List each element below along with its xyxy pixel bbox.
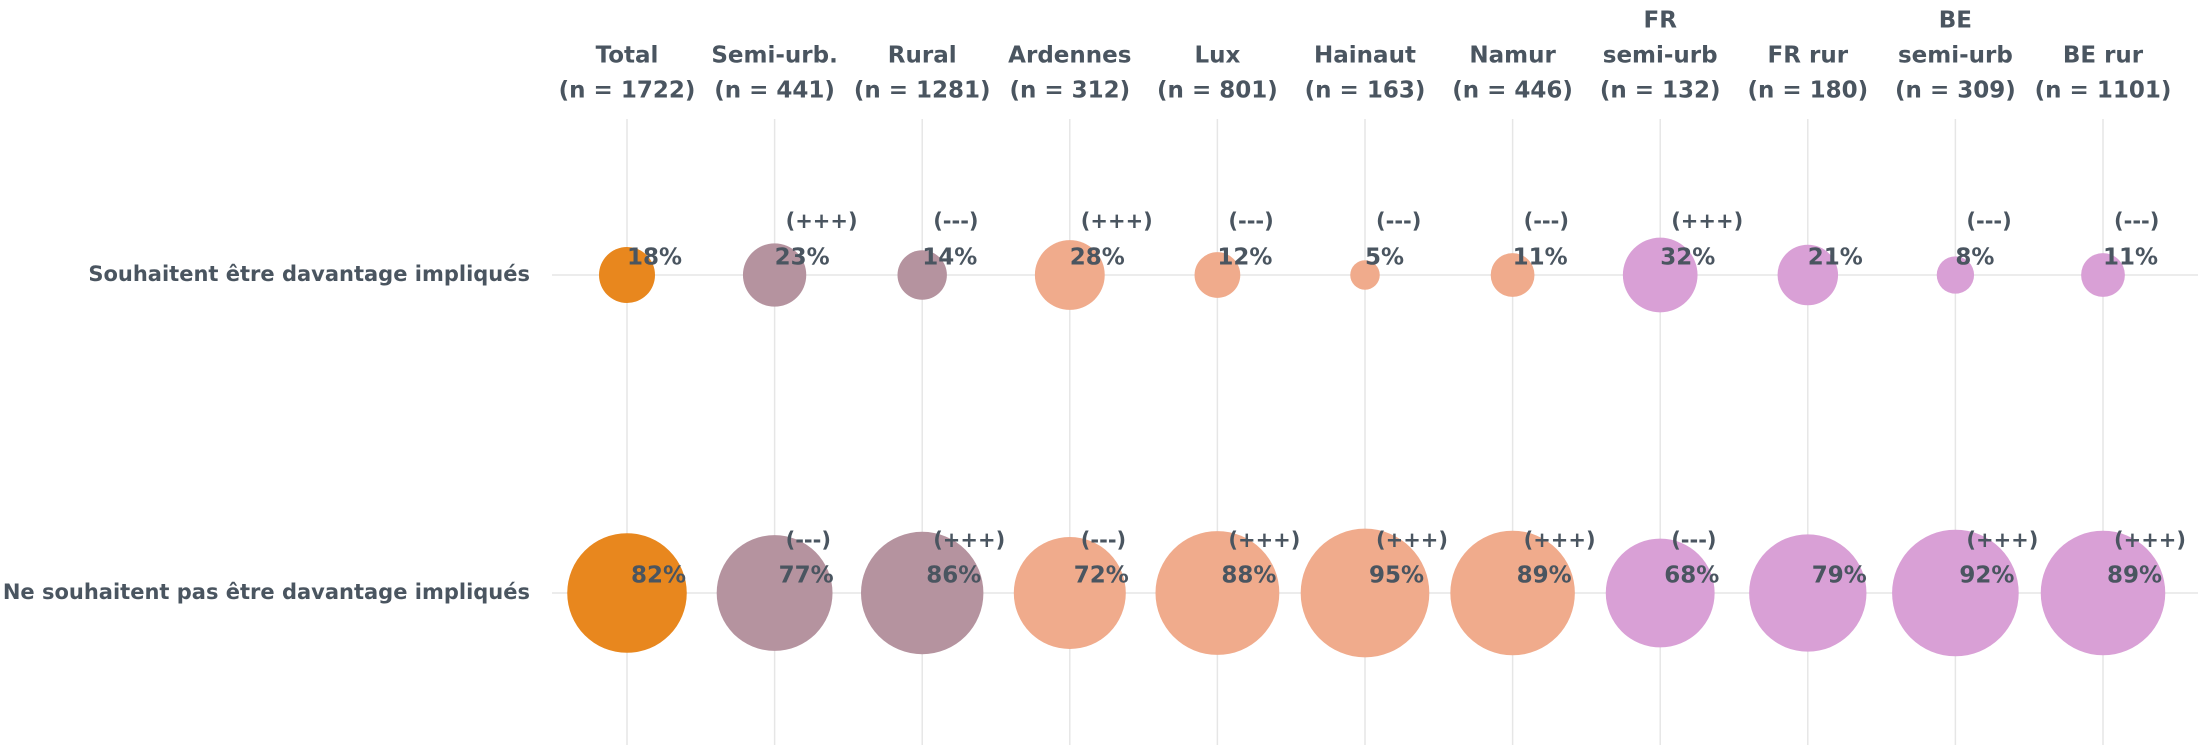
significance-label: (---) — [1376, 209, 1421, 233]
value-label: 68% — [1664, 563, 1719, 589]
column-header: Semi-urb. — [711, 43, 837, 69]
significance-label: (+++) — [1228, 528, 1300, 552]
bubble — [897, 250, 947, 300]
bubble — [1350, 260, 1380, 290]
bubble — [1622, 237, 1698, 313]
value-label: 89% — [1517, 563, 1572, 589]
value-label: 12% — [1217, 245, 1272, 271]
significance-label: (---) — [1671, 528, 1716, 552]
value-label: 77% — [779, 563, 834, 589]
column-header: BE — [1939, 8, 1972, 34]
row-label: Ne souhaitent pas être davantage impliqu… — [3, 580, 530, 604]
value-label: 5% — [1365, 245, 1404, 271]
bubble — [1892, 529, 2019, 657]
value-label: 18% — [627, 245, 682, 271]
column-header: Lux — [1194, 43, 1240, 69]
bubble — [1749, 534, 1867, 652]
value-label: 95% — [1369, 563, 1424, 589]
column-header: Ardennes — [1008, 43, 1131, 69]
column-header: Hainaut — [1314, 43, 1416, 69]
column-header: (n = 312) — [1009, 78, 1130, 104]
column-header: (n = 132) — [1600, 78, 1721, 104]
column-header: (n = 1101) — [2035, 78, 2172, 104]
value-label: 79% — [1812, 563, 1867, 589]
value-label: 28% — [1070, 245, 1125, 271]
value-label: 92% — [1959, 563, 2014, 589]
bubble — [598, 246, 656, 304]
bubble — [1034, 240, 1105, 310]
significance-label: (---) — [2114, 209, 2159, 233]
column-header: (n = 801) — [1157, 78, 1278, 104]
bubble — [1490, 253, 1535, 297]
significance-label: (---) — [933, 209, 978, 233]
significance-label: (---) — [1524, 209, 1569, 233]
bubble — [742, 243, 807, 307]
significance-label: (---) — [1966, 209, 2011, 233]
significance-label: (---) — [1228, 209, 1273, 233]
value-label: 23% — [775, 245, 830, 271]
column-header: BE rur — [2063, 43, 2144, 69]
value-label: 8% — [1955, 245, 1994, 271]
bubble — [1300, 528, 1430, 658]
significance-label: (---) — [786, 528, 831, 552]
bubble — [1605, 538, 1715, 648]
column-header: (n = 446) — [1452, 78, 1573, 104]
column-header: Total — [596, 43, 659, 69]
column-header: (n = 180) — [1747, 78, 1868, 104]
value-label: 11% — [2103, 245, 2158, 271]
value-label: 11% — [1513, 245, 1568, 271]
column-header: semi-urb — [1898, 43, 2013, 69]
significance-label: (+++) — [1524, 528, 1596, 552]
column-header: Rural — [888, 43, 957, 69]
column-header: (n = 441) — [714, 78, 835, 104]
column-header: (n = 1722) — [559, 78, 696, 104]
bubble — [716, 535, 833, 651]
bubble — [1777, 244, 1839, 306]
value-label: 86% — [926, 563, 981, 589]
bubble — [2040, 530, 2166, 656]
value-label: 88% — [1221, 563, 1276, 589]
bubble — [1936, 256, 1975, 294]
column-header: (n = 1281) — [854, 78, 991, 104]
bubble — [1155, 531, 1280, 655]
row-label: Souhaitent être davantage impliqués — [88, 262, 530, 286]
value-label: 72% — [1074, 563, 1129, 589]
column-header: Namur — [1469, 43, 1556, 69]
column-header: (n = 309) — [1895, 78, 2016, 104]
bubble — [860, 531, 984, 655]
significance-label: (+++) — [933, 528, 1005, 552]
significance-label: (+++) — [786, 209, 858, 233]
significance-label: (---) — [1081, 528, 1126, 552]
value-label: 89% — [2107, 563, 2162, 589]
significance-label: (+++) — [1376, 528, 1448, 552]
bubble — [567, 533, 687, 653]
value-label: 21% — [1808, 245, 1863, 271]
bubble — [2081, 253, 2125, 297]
bubble — [1013, 536, 1126, 650]
value-label: 32% — [1660, 245, 1715, 271]
significance-label: (+++) — [1966, 528, 2038, 552]
significance-label: (+++) — [1671, 209, 1743, 233]
bubble — [1194, 252, 1241, 298]
column-header: (n = 163) — [1305, 78, 1426, 104]
column-header: semi-urb — [1603, 43, 1718, 69]
column-header: FR — [1643, 8, 1677, 34]
value-label: 82% — [631, 563, 686, 589]
bubble — [1450, 530, 1575, 656]
value-label: 14% — [922, 245, 977, 271]
column-header: FR rur — [1768, 43, 1849, 69]
significance-label: (+++) — [1081, 209, 1153, 233]
significance-label: (+++) — [2114, 528, 2186, 552]
